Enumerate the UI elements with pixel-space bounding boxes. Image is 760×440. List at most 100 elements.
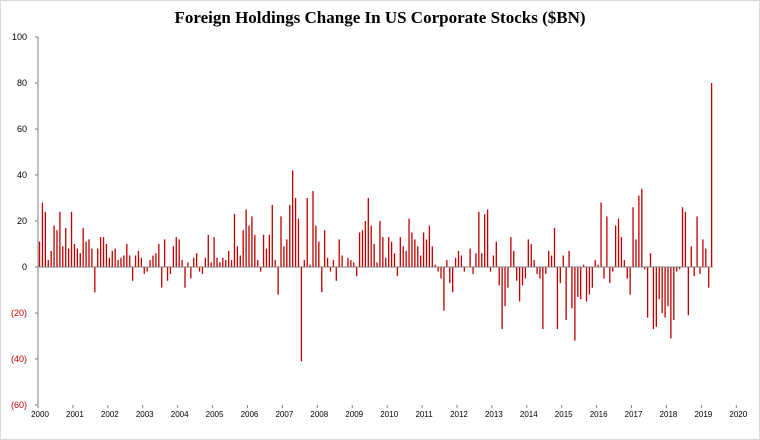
x-tick-label: 2007	[275, 410, 293, 419]
bar	[571, 267, 573, 309]
bar	[600, 202, 602, 267]
bar	[702, 239, 704, 267]
bar	[495, 241, 497, 267]
bar	[527, 239, 529, 267]
bar	[422, 232, 425, 267]
bar	[318, 241, 320, 267]
y-tick-label: 40	[17, 170, 27, 180]
bar	[181, 260, 183, 267]
bar	[280, 216, 282, 267]
bar	[149, 260, 151, 267]
bar	[361, 230, 364, 267]
bar	[635, 239, 637, 267]
bar	[655, 267, 657, 327]
bar	[140, 257, 143, 267]
x-tick-label: 2017	[625, 410, 643, 419]
bar	[335, 267, 337, 281]
axes	[37, 37, 713, 405]
bar	[350, 260, 352, 267]
bar	[681, 207, 684, 267]
bar	[402, 246, 404, 267]
bar	[521, 267, 524, 286]
bar	[696, 216, 698, 267]
bar	[219, 262, 221, 267]
bar	[306, 198, 308, 267]
bar	[158, 244, 160, 267]
bar	[652, 267, 655, 330]
bar	[315, 225, 317, 267]
bar	[47, 260, 49, 267]
bar	[699, 267, 701, 274]
bar	[425, 239, 428, 267]
bar	[379, 221, 381, 267]
bar	[286, 239, 288, 267]
bar	[556, 267, 559, 330]
bar	[271, 204, 273, 267]
bar	[297, 218, 300, 267]
bar	[524, 267, 527, 279]
bar	[210, 262, 212, 267]
bar	[559, 267, 561, 284]
y-tick-label: (60)	[11, 400, 27, 410]
bar	[70, 211, 73, 267]
bar	[353, 262, 355, 267]
bar	[216, 257, 218, 267]
bar	[193, 257, 195, 267]
bar	[518, 267, 521, 302]
bar	[530, 244, 532, 267]
bar	[469, 248, 471, 267]
bar	[338, 239, 340, 267]
bar	[632, 207, 634, 267]
y-axis-ticks: 100 80 60 40 20 0 (20) (40) (60)	[11, 32, 38, 410]
bar	[408, 218, 410, 267]
bar	[76, 248, 79, 267]
bar	[227, 250, 230, 267]
bar	[603, 267, 605, 279]
bar	[644, 267, 646, 270]
bar	[437, 267, 439, 272]
bar	[105, 244, 108, 267]
bar	[155, 253, 157, 267]
y-tick-label: 100	[12, 32, 27, 42]
bar	[178, 239, 180, 267]
bar	[201, 267, 204, 274]
bar	[667, 267, 669, 307]
bar	[390, 241, 393, 267]
bar	[641, 188, 643, 267]
x-tick-label: 2005	[206, 410, 224, 419]
bar	[414, 239, 416, 267]
bar	[463, 267, 465, 272]
bar	[574, 267, 576, 341]
bar	[428, 225, 431, 267]
bar	[388, 237, 390, 267]
x-tick-label: 2013	[485, 410, 503, 419]
bar	[172, 246, 175, 267]
bar	[341, 255, 343, 267]
bar	[513, 250, 515, 267]
bar	[259, 267, 262, 272]
bar	[684, 211, 687, 267]
bar	[99, 237, 102, 267]
bar	[120, 257, 122, 267]
bar	[710, 83, 713, 267]
bar	[82, 227, 84, 267]
bar	[475, 253, 477, 267]
bar	[382, 237, 384, 267]
bar	[236, 246, 239, 267]
bar	[347, 257, 349, 267]
bar	[152, 255, 154, 267]
bar	[510, 237, 512, 267]
bar	[44, 211, 46, 267]
bar	[396, 267, 399, 277]
bar	[498, 267, 500, 286]
bar	[454, 257, 457, 267]
bar	[97, 248, 99, 267]
bar	[420, 255, 422, 267]
bar	[393, 253, 396, 267]
bar	[373, 244, 375, 267]
bar	[268, 234, 271, 267]
bar	[161, 267, 163, 288]
bar	[568, 250, 570, 267]
bar	[597, 264, 599, 267]
